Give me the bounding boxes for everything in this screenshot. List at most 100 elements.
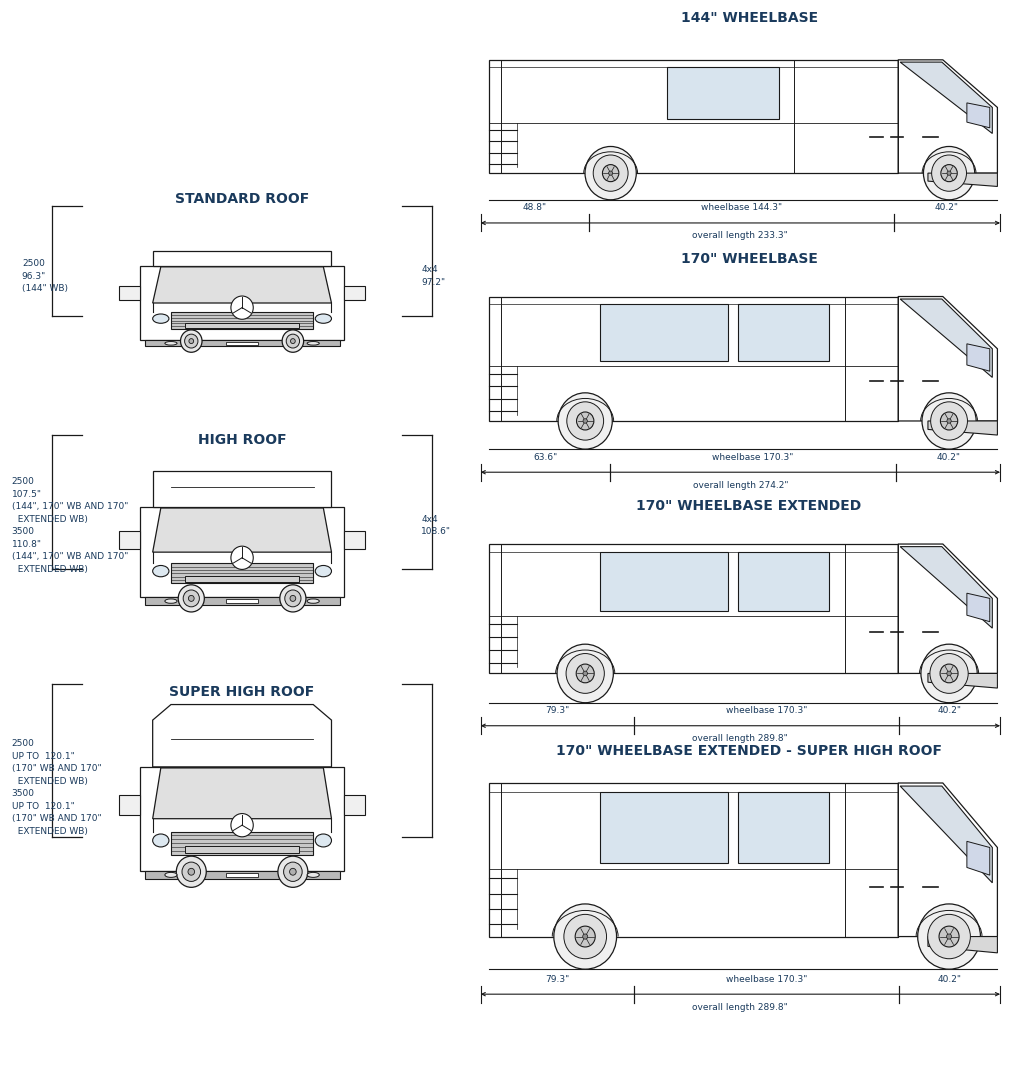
Polygon shape <box>899 544 997 674</box>
Circle shape <box>279 585 306 612</box>
Bar <box>170 832 313 854</box>
Circle shape <box>940 664 958 682</box>
Bar <box>344 795 365 815</box>
Text: HIGH ROOF: HIGH ROOF <box>198 433 287 446</box>
Text: 40.2": 40.2" <box>938 706 961 716</box>
Text: 2500
107.5"
(144", 170" WB AND 170"
  EXTENDED WB)
3500
110.8"
(144", 170" WB AN: 2500 107.5" (144", 170" WB AND 170" EXTE… <box>11 477 128 574</box>
Polygon shape <box>900 547 992 628</box>
Circle shape <box>231 546 254 569</box>
Text: 4x4
108.6": 4x4 108.6" <box>421 515 451 536</box>
Bar <box>601 304 728 361</box>
Circle shape <box>290 868 296 875</box>
Ellipse shape <box>165 599 177 603</box>
Polygon shape <box>153 705 332 767</box>
Text: overall length 233.3": overall length 233.3" <box>692 232 789 240</box>
Ellipse shape <box>315 314 332 324</box>
Circle shape <box>922 393 976 450</box>
Circle shape <box>603 164 619 182</box>
Text: 170" WHEELBASE EXTENDED - SUPER HIGH ROOF: 170" WHEELBASE EXTENDED - SUPER HIGH ROO… <box>556 743 942 757</box>
Text: overall length 289.8": overall length 289.8" <box>692 735 789 743</box>
Bar <box>737 792 830 863</box>
Bar <box>344 531 365 549</box>
Polygon shape <box>900 62 992 134</box>
Bar <box>737 552 830 611</box>
Bar <box>344 286 365 300</box>
Circle shape <box>947 671 951 676</box>
Bar <box>141 507 344 597</box>
Circle shape <box>231 296 254 319</box>
Polygon shape <box>899 297 997 421</box>
Text: wheelbase 144.3": wheelbase 144.3" <box>700 203 782 213</box>
Circle shape <box>575 926 596 947</box>
Bar <box>153 471 332 507</box>
Circle shape <box>278 857 308 888</box>
Text: 170" WHEELBASE: 170" WHEELBASE <box>681 252 817 266</box>
Text: overall length 289.8": overall length 289.8" <box>692 1003 789 1011</box>
Circle shape <box>582 933 587 939</box>
Circle shape <box>183 590 199 607</box>
Bar <box>226 342 259 345</box>
Polygon shape <box>966 344 990 372</box>
Circle shape <box>947 419 951 423</box>
Circle shape <box>283 862 302 881</box>
Polygon shape <box>928 937 997 953</box>
Polygon shape <box>899 60 997 173</box>
Circle shape <box>585 146 637 200</box>
Bar <box>226 873 259 877</box>
Bar <box>226 599 259 603</box>
Circle shape <box>927 914 971 959</box>
Ellipse shape <box>307 342 319 345</box>
Text: wheelbase 170.3": wheelbase 170.3" <box>726 974 807 984</box>
Polygon shape <box>966 842 990 875</box>
Circle shape <box>177 857 206 888</box>
Bar <box>601 792 728 863</box>
Text: wheelbase 170.3": wheelbase 170.3" <box>726 706 807 716</box>
Circle shape <box>576 664 595 682</box>
Text: 79.3": 79.3" <box>545 974 569 984</box>
Text: SUPER HIGH ROOF: SUPER HIGH ROOF <box>169 685 314 700</box>
Polygon shape <box>899 783 997 937</box>
Text: 2500
UP TO  120.1"
(170" WB AND 170"
  EXTENDED WB)
3500
UP TO  120.1"
(170" WB : 2500 UP TO 120.1" (170" WB AND 170" EXTE… <box>11 739 102 836</box>
Ellipse shape <box>307 873 319 878</box>
Circle shape <box>931 155 966 191</box>
Text: 40.2": 40.2" <box>938 974 961 984</box>
Polygon shape <box>966 103 990 128</box>
Text: 144" WHEELBASE: 144" WHEELBASE <box>681 11 817 25</box>
Bar <box>185 576 299 582</box>
Circle shape <box>941 412 958 430</box>
Circle shape <box>179 585 204 612</box>
Polygon shape <box>900 299 992 377</box>
Circle shape <box>939 926 959 947</box>
Circle shape <box>941 164 957 182</box>
Bar <box>141 767 344 870</box>
Bar <box>153 251 332 266</box>
Circle shape <box>564 914 607 959</box>
Bar <box>145 597 340 604</box>
Polygon shape <box>900 786 992 883</box>
Circle shape <box>291 339 295 344</box>
Bar <box>601 552 728 611</box>
Bar <box>667 66 778 119</box>
Polygon shape <box>153 768 332 819</box>
Bar <box>141 266 344 341</box>
Circle shape <box>287 334 300 348</box>
Ellipse shape <box>315 834 332 847</box>
Text: wheelbase 170.3": wheelbase 170.3" <box>712 453 794 461</box>
Bar <box>737 304 830 361</box>
Text: STANDARD ROOF: STANDARD ROOF <box>175 192 309 206</box>
Circle shape <box>567 402 604 440</box>
Text: 2500
96.3"
(144" WB): 2500 96.3" (144" WB) <box>22 260 68 294</box>
Polygon shape <box>966 593 990 622</box>
Bar <box>489 297 899 421</box>
Bar <box>170 564 313 583</box>
Circle shape <box>921 644 978 703</box>
Circle shape <box>558 393 612 450</box>
Ellipse shape <box>153 314 168 324</box>
Ellipse shape <box>153 565 168 577</box>
Circle shape <box>923 146 975 200</box>
Ellipse shape <box>153 834 168 847</box>
Bar <box>489 783 899 937</box>
Text: 79.3": 79.3" <box>545 706 569 716</box>
Bar <box>185 846 299 853</box>
Polygon shape <box>928 173 997 187</box>
